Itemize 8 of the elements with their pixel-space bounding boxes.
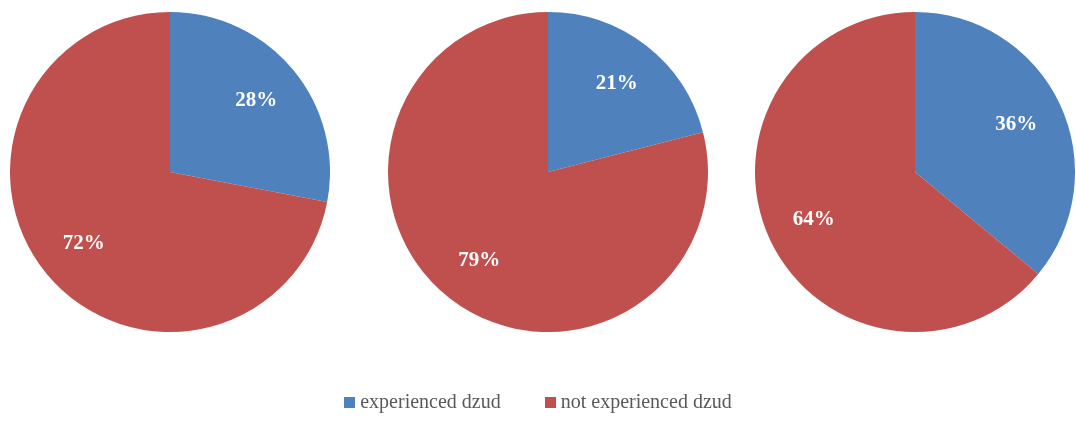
- legend-label: experienced dzud: [359, 390, 501, 413]
- legend-label: not experienced dzud: [559, 390, 732, 413]
- data-label: 72%: [62, 229, 105, 254]
- data-label: 36%: [995, 110, 1038, 135]
- data-label: 28%: [235, 87, 278, 112]
- data-label: 21%: [595, 69, 638, 94]
- data-label: 79%: [458, 246, 501, 271]
- data-label: 64%: [792, 206, 835, 231]
